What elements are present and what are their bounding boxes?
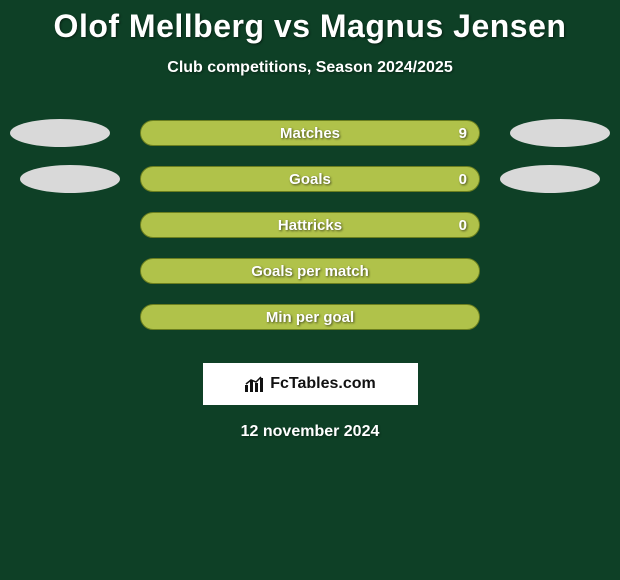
stat-label: Goals per match: [141, 263, 479, 280]
ellipse-icon: [10, 119, 110, 147]
logo: FcTables.com: [244, 375, 376, 393]
page-subtitle: Club competitions, Season 2024/2025: [0, 59, 620, 77]
stat-row-goals-per-match: Goals per match: [0, 255, 620, 301]
date-text: 12 november 2024: [0, 423, 620, 441]
stat-label: Hattricks: [141, 217, 479, 234]
page-title: Olof Mellberg vs Magnus Jensen: [0, 0, 620, 45]
stat-value: 9: [459, 125, 467, 142]
stat-label: Min per goal: [141, 309, 479, 326]
stat-bar: Goals 0: [140, 166, 480, 192]
stat-row-hattricks: Hattricks 0: [0, 209, 620, 255]
stat-value: 0: [459, 217, 467, 234]
stat-row-matches: Matches 9: [0, 117, 620, 163]
stat-bar: Matches 9: [140, 120, 480, 146]
stat-label: Goals: [141, 171, 479, 188]
ellipse-icon: [500, 165, 600, 193]
stat-bar: Hattricks 0: [140, 212, 480, 238]
logo-text: FcTables.com: [270, 375, 376, 393]
logo-box: FcTables.com: [203, 363, 418, 405]
chart-icon: [244, 375, 266, 393]
stats-area: Matches 9 Goals 0 Hattricks 0 Goals per …: [0, 117, 620, 347]
stat-bar: Min per goal: [140, 304, 480, 330]
ellipse-icon: [20, 165, 120, 193]
stat-value: 0: [459, 171, 467, 188]
stat-bar: Goals per match: [140, 258, 480, 284]
stat-label: Matches: [141, 125, 479, 142]
ellipse-icon: [510, 119, 610, 147]
stat-row-min-per-goal: Min per goal: [0, 301, 620, 347]
stat-row-goals: Goals 0: [0, 163, 620, 209]
